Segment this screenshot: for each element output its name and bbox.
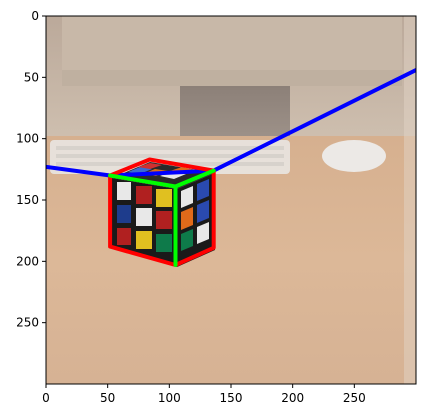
overlay-lines bbox=[46, 68, 416, 267]
cube-left-stickers bbox=[117, 182, 172, 252]
y-axis: 0 50 100 150 200 250 bbox=[16, 9, 46, 330]
x-tick-label: 50 bbox=[100, 391, 115, 405]
y-tick-label: 0 bbox=[31, 9, 39, 23]
overlay-line-1 bbox=[108, 157, 216, 267]
y-tick-label: 150 bbox=[16, 193, 39, 207]
y-tick-label: 250 bbox=[16, 316, 39, 330]
rubiks-cube bbox=[112, 162, 215, 267]
x-tick-label: 0 bbox=[42, 391, 50, 405]
y-tick-label: 100 bbox=[16, 132, 39, 146]
y-tick-label: 50 bbox=[24, 70, 39, 84]
x-tick-label: 150 bbox=[220, 391, 243, 405]
desk-surface bbox=[46, 136, 416, 384]
x-axis: 0 50 100 150 200 250 bbox=[42, 384, 366, 405]
x-tick-label: 200 bbox=[281, 391, 304, 405]
photo-scene bbox=[46, 16, 416, 384]
right-edge-light bbox=[404, 16, 416, 384]
overlay-line-0 bbox=[46, 68, 416, 178]
x-tick-label: 250 bbox=[343, 391, 366, 405]
mouse bbox=[322, 140, 386, 172]
monitor-shadow bbox=[62, 70, 402, 86]
y-tick-label: 200 bbox=[16, 254, 39, 268]
cube-right-stickers bbox=[181, 179, 209, 251]
x-tick-label: 100 bbox=[158, 391, 181, 405]
